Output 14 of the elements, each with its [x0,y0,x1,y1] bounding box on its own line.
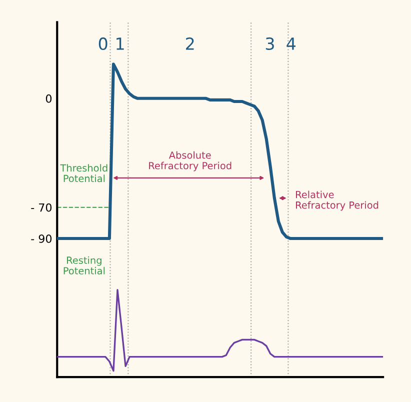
annotation: 0 [98,37,108,50]
annotation: Relative Refractory Period [296,190,378,211]
annotation: 2 [186,37,194,50]
annotation: 1 [116,38,124,50]
annotation: Absolute Refractory Period [149,151,232,172]
annotation: 3 [266,37,274,50]
y-tick-label: - 70 [31,203,52,212]
ref-line-label: Threshold Potential [60,164,108,182]
annotation: Resting Potential [64,256,105,274]
line-series [57,62,384,240]
line-series [57,289,384,372]
y-tick-label: - 90 [31,234,52,243]
annotation: 4 [286,38,296,50]
y-tick-label: 0 [46,94,52,103]
